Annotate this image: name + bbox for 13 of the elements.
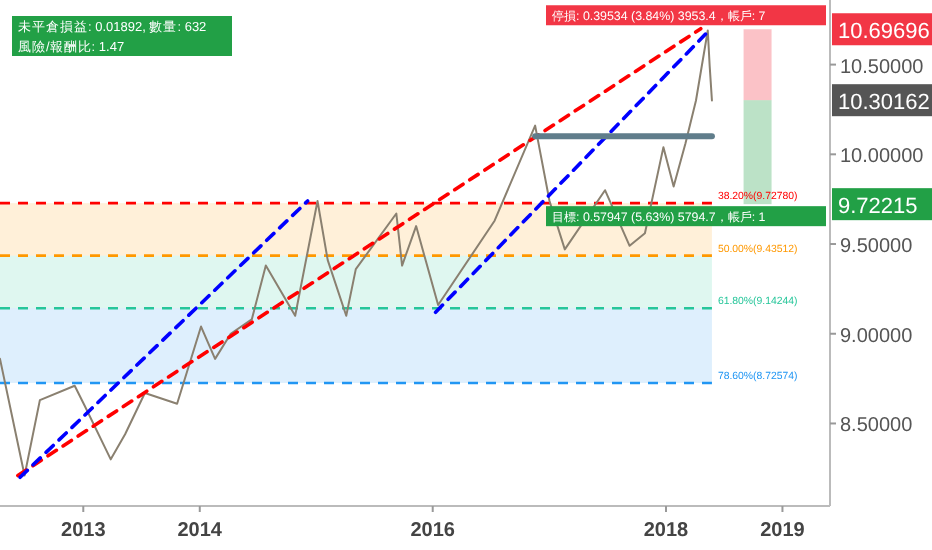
x-tick-label: 2014 xyxy=(177,520,223,542)
y2-tick-label: 9.72215 xyxy=(838,195,918,220)
y-tick-label: 9.50000 xyxy=(840,236,914,259)
x-tick-label: 2019 xyxy=(760,520,806,542)
y2-tick-label: 10.30162 xyxy=(838,91,930,116)
x-tick-label: 2018 xyxy=(643,520,690,542)
x-tick-label: 2013 xyxy=(61,520,107,542)
x-tick-label: 2016 xyxy=(410,520,456,542)
y-tick-label: 9.00000 xyxy=(840,325,914,348)
y-tick-label: 8.50000 xyxy=(840,415,914,438)
y-tick-label: 10.00000 xyxy=(840,146,925,169)
y-tick-label: 10.50000 xyxy=(840,56,925,79)
y2-tick-label: 10.69696 xyxy=(838,20,930,45)
